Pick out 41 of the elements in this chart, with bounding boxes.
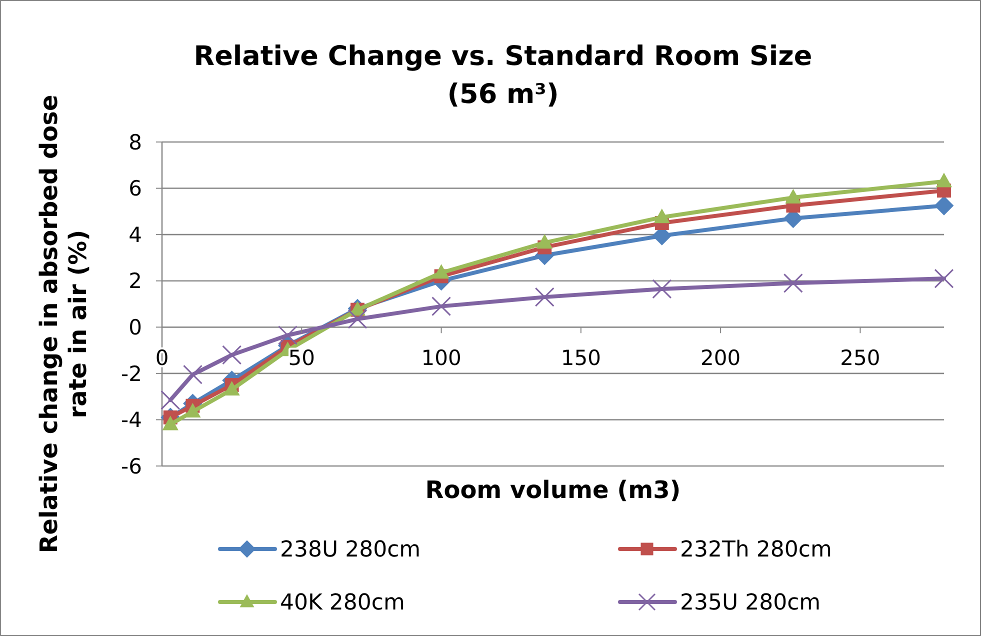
point (534, 287, 554, 307)
point (934, 268, 954, 288)
y-tick-label: 8 (128, 130, 142, 154)
point (185, 403, 200, 418)
point (160, 390, 180, 410)
x-axis-title: Room volume (m3) (425, 476, 681, 504)
point (222, 345, 242, 365)
chart-subtitle: (56 m³) (447, 79, 559, 110)
x-tick-label: 250 (840, 346, 880, 370)
y-tick-label: 0 (128, 315, 142, 340)
y-tick-label: -6 (121, 454, 142, 478)
point (182, 364, 202, 384)
y-tick-label: -4 (121, 408, 142, 432)
y-tick-label: 4 (128, 222, 142, 247)
y-tick-label: 2 (128, 269, 142, 294)
point (434, 264, 449, 279)
point (654, 209, 670, 224)
x-tick-label: 200 (700, 346, 741, 370)
point (224, 381, 240, 396)
y-tick-label: -2 (121, 362, 142, 386)
legend-label: 232Th 280cm (680, 538, 832, 563)
x-tick-label: 50 (288, 346, 316, 370)
legend-label: 238U 280cm (280, 538, 421, 563)
point (783, 273, 803, 293)
point (348, 309, 368, 329)
y-tick-label: 6 (128, 176, 142, 201)
legend-label: 40K 280cm (280, 590, 405, 616)
x-tick-label: 150 (560, 346, 601, 370)
point (278, 325, 298, 345)
point (652, 279, 672, 299)
y-axis-title: Relative change in absorbed dose rate in air (%) (35, 94, 92, 554)
point (432, 296, 452, 316)
legend-label: 235U 280cm (680, 590, 821, 616)
x-tick-label: 100 (421, 346, 462, 370)
point (936, 173, 952, 188)
point (162, 416, 178, 430)
point (934, 196, 954, 216)
point (536, 234, 552, 249)
point (785, 189, 801, 204)
x-tick-label: 0 (155, 346, 169, 370)
chart-title: Relative Change vs. Standard Room Size (194, 41, 812, 72)
